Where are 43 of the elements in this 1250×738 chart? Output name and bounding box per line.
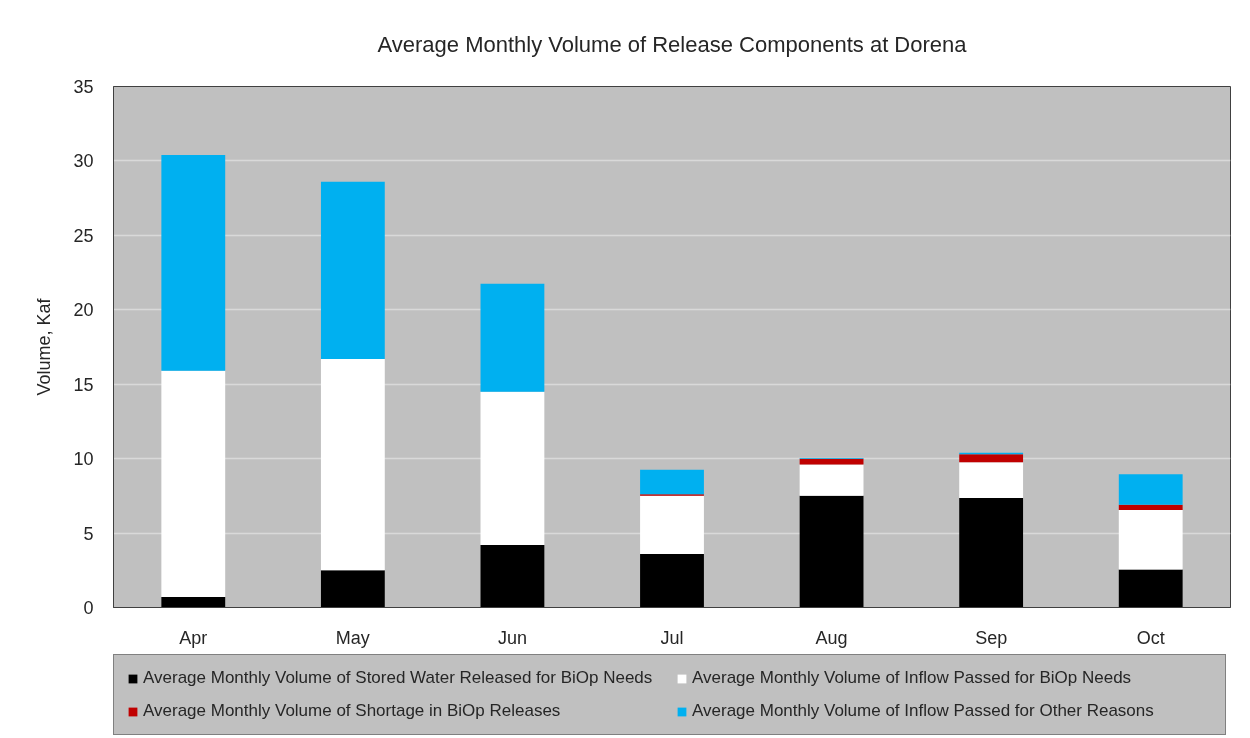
legend-label: Average Monthly Volume of Inflow Passed for Other Reasons [692,701,1155,721]
bar [959,454,1024,463]
bar [161,597,226,608]
y-axis-title: Volume, Kaf [34,297,55,396]
legend-label: Average Monthly Volume of Shortage in BiOp Releases [143,701,562,721]
x-tick-label: Apr [179,627,208,648]
x-tick-label: Aug [815,627,848,648]
bar [959,462,1024,499]
y-tick-label: 35 [73,77,94,97]
x-tick-label: Oct [1136,627,1165,648]
x-tick-label: Jun [497,627,527,648]
bar [640,553,704,608]
bar [1118,474,1183,505]
bar [799,458,864,465]
x-tick-label: Jul [660,627,684,648]
y-tick-label: 0 [83,598,94,618]
bar [320,570,385,608]
bar [480,544,545,608]
bar [161,370,226,598]
bar [959,498,1024,608]
bar [1118,569,1183,608]
chart-title: Average Monthly Volume of Release Components at Dorena [377,32,968,57]
bar [799,495,864,608]
bar [1118,504,1183,510]
legend-label: Average Monthly Volume of Inflow Passed for BiOp Needs [692,668,1133,688]
bar [320,358,385,571]
bar [1118,510,1183,570]
y-tick-label: 10 [73,449,94,470]
bar [799,464,864,496]
bar [640,469,704,495]
y-tick-label: 5 [83,523,94,544]
legend-label: Average Monthly Volume of Stored Water Released for BiOp Needs [143,668,654,688]
y-tick-label: 20 [73,300,94,321]
y-tick-label: 15 [73,374,94,395]
y-tick-label: 25 [73,225,94,246]
bar [480,283,545,392]
bar [480,391,545,545]
x-tick-label: Sep [975,627,1008,648]
y-tick-label: 30 [73,151,94,172]
bar [320,181,385,359]
bar [161,154,226,371]
x-tick-label: May [335,627,370,648]
bar [640,495,704,554]
